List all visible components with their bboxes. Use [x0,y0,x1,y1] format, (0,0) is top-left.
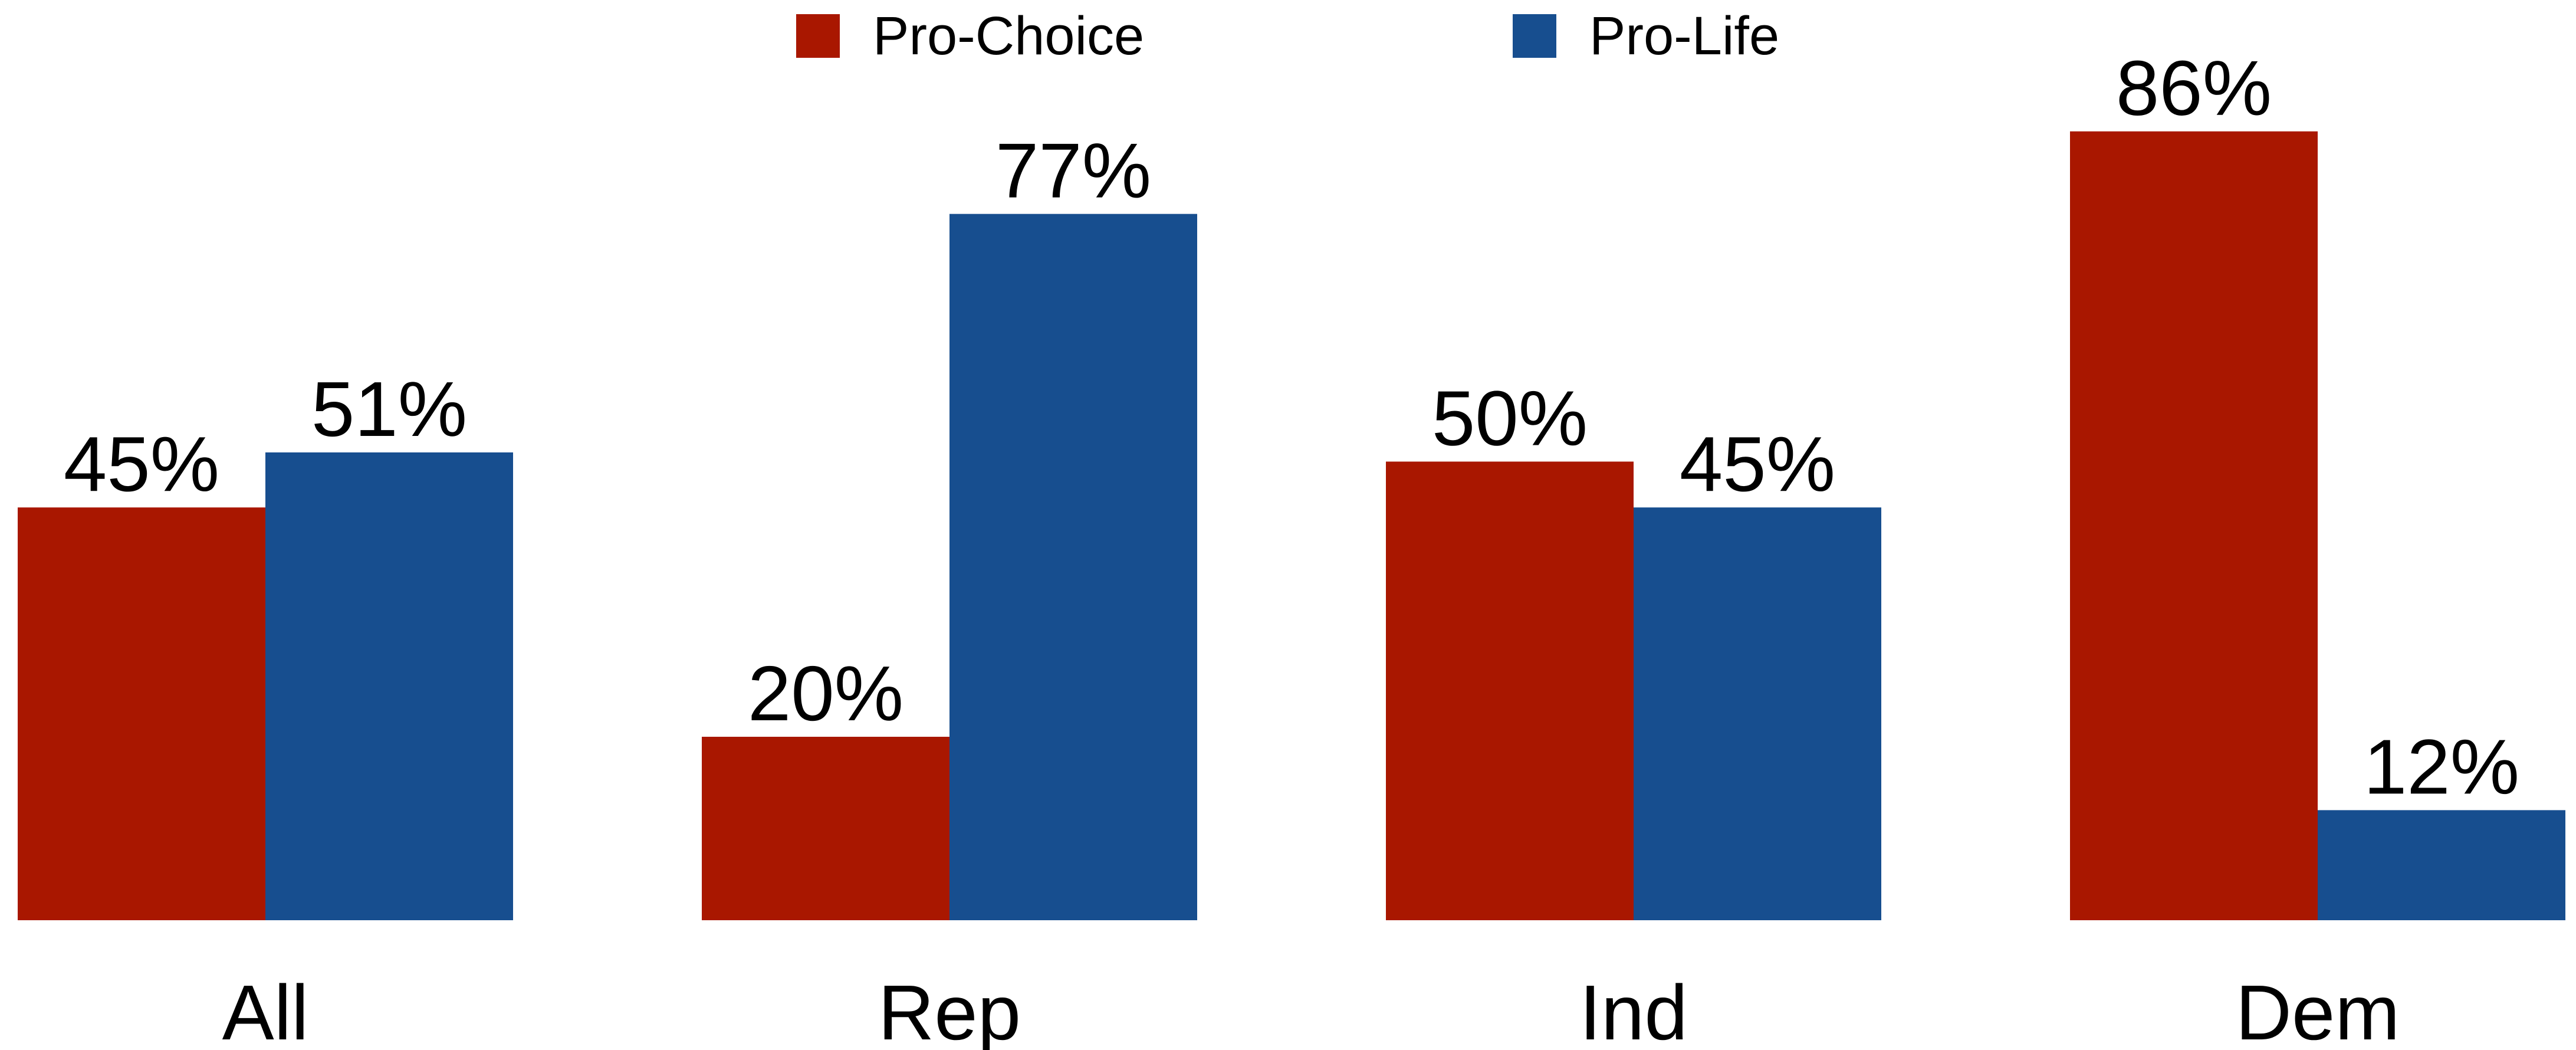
category-labels: All Rep Ind Dem [222,969,2400,1050]
value-label-rep-pro-choice: 20% [748,650,903,737]
legend-label-pro-life: Pro-Life [1589,6,1779,66]
bar-ind-pro-life [1634,507,1881,920]
value-label-dem-pro-choice: 86% [2116,45,2272,132]
legend: Pro-Choice Pro-Life [796,6,1779,66]
value-label-rep-pro-life: 77% [995,127,1151,214]
bar-all-pro-choice [18,507,265,920]
bar-dem-pro-life [2318,810,2565,920]
bar-ind-pro-choice [1386,461,1634,920]
bar-rep-pro-life [949,214,1197,920]
legend-label-pro-choice: Pro-Choice [873,6,1144,66]
category-label-all: All [222,969,309,1050]
category-label-ind: Ind [1579,969,1688,1050]
value-label-ind-pro-choice: 50% [1432,375,1588,462]
bar-all-pro-life [265,452,513,920]
value-label-ind-pro-life: 45% [1680,421,1835,507]
legend-swatch-pro-life [1513,14,1556,58]
bar-rep-pro-choice [702,737,949,920]
legend-swatch-pro-choice [796,14,840,58]
category-label-dem: Dem [2236,969,2400,1050]
bar-dem-pro-choice [2070,131,2318,921]
value-labels: 45% 51% 20% 77% 50% 45% 86% 12% [64,45,2519,811]
value-label-dem-pro-life: 12% [2364,723,2519,810]
value-label-all-pro-life: 51% [311,366,467,452]
bars [18,131,2565,921]
value-label-all-pro-choice: 45% [64,421,219,507]
category-label-rep: Rep [878,969,1021,1050]
